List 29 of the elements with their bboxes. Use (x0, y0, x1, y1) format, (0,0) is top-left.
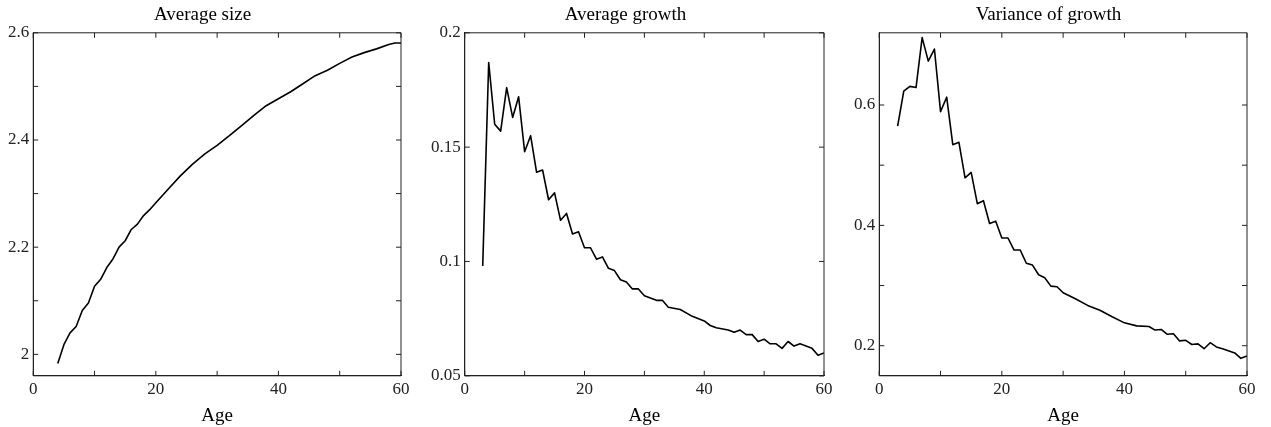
x-tick-label: 40 (695, 379, 713, 399)
y-tick-label: 0.2 (439, 22, 461, 42)
x-tick-label: 0 (875, 379, 884, 399)
y-tick-label: 2.2 (8, 236, 30, 256)
x-tick-label: 20 (993, 379, 1011, 399)
x-tick-label: 60 (815, 379, 833, 399)
x-tick-label: 60 (1238, 379, 1256, 399)
y-tick-label: 0.6 (854, 94, 876, 114)
chart-title: Variance of growth (975, 3, 1122, 25)
x-axis-title: Age (1047, 403, 1079, 425)
y-tick-label: 0.2 (854, 335, 876, 355)
x-tick-label: 60 (392, 379, 410, 399)
x-axis-title: Age (628, 403, 661, 425)
x-tick-label: 0 (29, 379, 38, 399)
y-tick-label: 2.4 (8, 129, 30, 149)
y-tick-label: 0.05 (431, 365, 461, 385)
y-tick-label: 0.15 (431, 136, 461, 156)
y-tick-label: 2 (20, 343, 30, 363)
x-tick-label: 20 (147, 379, 165, 399)
x-tick-label: 20 (576, 379, 593, 399)
x-tick-label: 0 (460, 379, 469, 399)
x-axis-title: Age (201, 403, 233, 425)
x-tick-label: 40 (269, 379, 287, 399)
chart-title: Average size (153, 3, 252, 25)
chart-title: Average growth (564, 3, 687, 25)
y-tick-label: 2.6 (8, 22, 30, 42)
y-tick-label: 0.4 (854, 214, 876, 234)
y-tick-label: 0.1 (439, 250, 461, 270)
x-tick-label: 40 (1115, 379, 1133, 399)
